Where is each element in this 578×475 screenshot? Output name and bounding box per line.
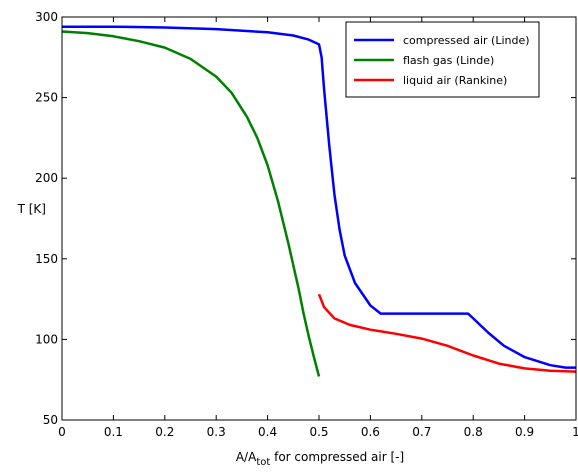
x-tick-label: 0.7 — [412, 425, 431, 439]
x-tick-label: 0.6 — [361, 425, 380, 439]
ticks-layer: 0 0.1 0.2 0.3 0.4 0.5 0.6 0.7 0.8 0.9 150100150200… — [35, 10, 578, 439]
x-tick-label: 0 — [58, 425, 66, 439]
y-tick-label: 50 — [43, 413, 58, 427]
series-line-liquid-air-rankine — [317, 293, 577, 373]
x-axis-label: A/Atot for compressed air [-] — [236, 450, 404, 468]
x-tick-label: 0.3 — [207, 425, 226, 439]
legend-label-compressed-air-linde: compressed air (Linde) — [403, 34, 530, 47]
y-tick-label: 200 — [35, 171, 58, 185]
y-tick-label: 250 — [35, 91, 58, 105]
y-axis-label: T [K] — [17, 202, 46, 216]
y-tick-label: 100 — [35, 332, 58, 346]
x-tick-label: 0.8 — [464, 425, 483, 439]
x-tick-label: 0.4 — [258, 425, 277, 439]
x-tick-label: 0.5 — [309, 425, 328, 439]
x-tick-label: 1 — [572, 425, 578, 439]
legend-entries: compressed air (Linde) flash gas (Linde) l… — [354, 34, 530, 87]
legend-box — [345, 21, 540, 98]
x-tick-label: 0.2 — [155, 425, 174, 439]
legend: compressed air (Linde) flash gas (Linde) l… — [345, 21, 540, 98]
y-tick-label: 150 — [35, 252, 58, 266]
series-line-compressed-air-linde — [62, 25, 576, 369]
series-line-flash-gas-linde — [61, 30, 321, 377]
x-tick-label: 0.1 — [104, 425, 123, 439]
x-axis-label-rest: for compressed air [-] — [270, 450, 404, 464]
series-layer — [61, 25, 577, 377]
x-tick-label: 0.9 — [515, 425, 534, 439]
legend-label-liquid-air-rankine: liquid air (Rankine) — [403, 74, 507, 87]
legend-label-flash-gas-linde: flash gas (Linde) — [403, 54, 494, 67]
y-tick-label: 300 — [35, 10, 58, 24]
x-axis-label-main: A/A — [236, 450, 257, 464]
x-axis-label-subscript: tot — [256, 457, 270, 468]
